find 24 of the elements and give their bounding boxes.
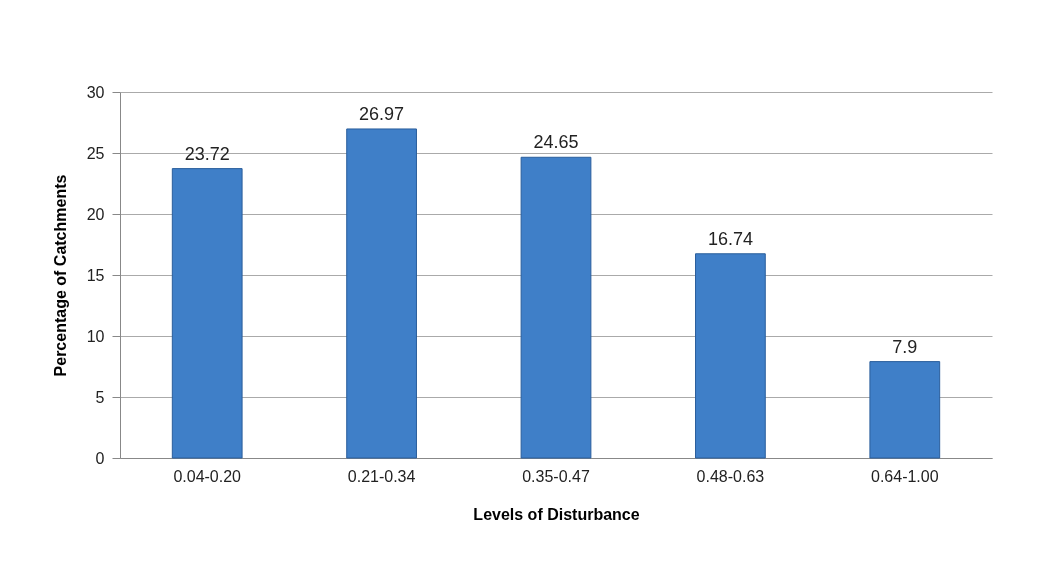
x-axis-title: Levels of Disturbance (473, 505, 640, 523)
y-tick-label: 10 (86, 327, 105, 345)
y-tick-label: 0 (95, 449, 105, 467)
bar (520, 156, 592, 459)
data-label: 24.65 (533, 132, 579, 153)
x-tick-label: 0.48-0.63 (696, 467, 765, 485)
x-tick-label: 0.04-0.20 (173, 467, 242, 485)
x-tick-label: 0.35-0.47 (522, 467, 590, 485)
y-tick-label: 15 (86, 266, 105, 284)
data-label: 16.74 (707, 228, 753, 249)
bar (171, 168, 243, 459)
data-label: 26.97 (359, 103, 405, 124)
y-axis-title: Percentage of Catchments (51, 174, 69, 377)
bar (346, 128, 417, 459)
bar (869, 361, 941, 459)
data-label: 23.72 (184, 143, 230, 164)
x-tick-label: 0.64-1.00 (871, 467, 939, 485)
x-tick-label: 0.21-0.34 (347, 467, 416, 485)
y-tick-label: 5 (95, 388, 105, 406)
bar (695, 253, 766, 459)
y-tick-label: 30 (86, 83, 105, 101)
y-tick-label: 20 (86, 205, 105, 223)
y-tick-label: 25 (86, 144, 105, 162)
data-label: 7.9 (892, 336, 918, 357)
